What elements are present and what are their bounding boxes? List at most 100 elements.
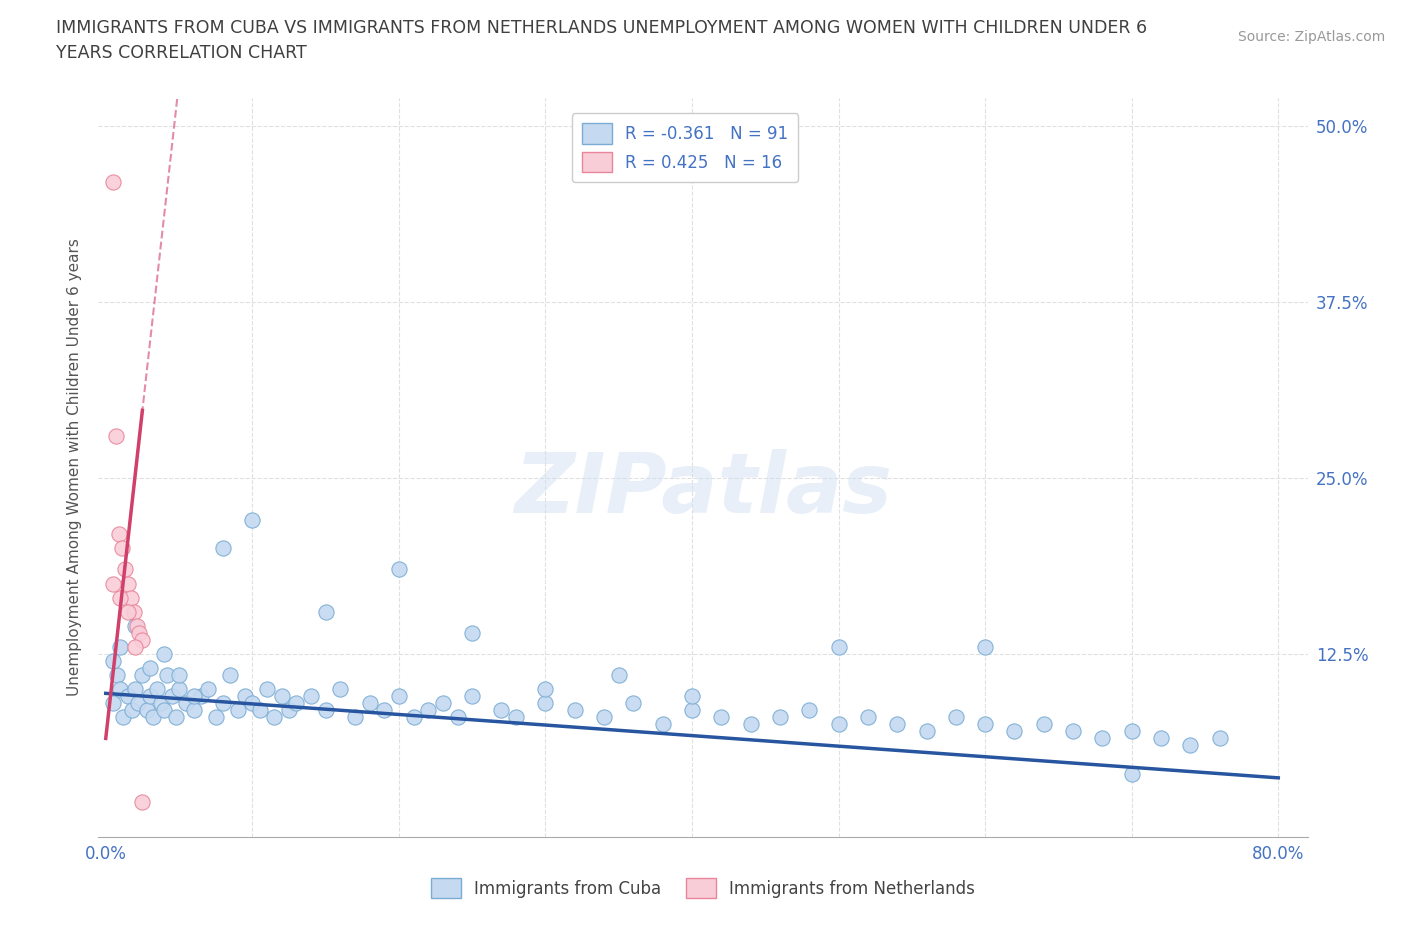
Point — [1121, 724, 1143, 738]
Point — [112, 710, 135, 724]
Point — [769, 710, 792, 724]
Point — [153, 646, 176, 661]
Point — [110, 682, 132, 697]
Point — [621, 696, 644, 711]
Point — [886, 717, 908, 732]
Point — [299, 689, 322, 704]
Legend: Immigrants from Cuba, Immigrants from Netherlands: Immigrants from Cuba, Immigrants from Ne… — [425, 871, 981, 905]
Point — [219, 668, 242, 683]
Point — [388, 689, 411, 704]
Point — [402, 710, 425, 724]
Point — [827, 640, 849, 655]
Point — [142, 710, 165, 724]
Point — [1062, 724, 1084, 738]
Point — [564, 703, 586, 718]
Point — [651, 717, 673, 732]
Point — [1091, 731, 1114, 746]
Point — [270, 689, 292, 704]
Point — [135, 703, 157, 718]
Point — [681, 689, 703, 704]
Point — [183, 689, 205, 704]
Point — [128, 625, 150, 640]
Point — [212, 541, 235, 556]
Point — [1032, 717, 1054, 732]
Point — [343, 710, 366, 724]
Point — [167, 682, 190, 697]
Point — [461, 689, 484, 704]
Point — [945, 710, 967, 724]
Point — [125, 618, 148, 633]
Point — [359, 696, 381, 711]
Point — [1208, 731, 1230, 746]
Point — [167, 668, 190, 683]
Point — [176, 696, 198, 711]
Point — [446, 710, 468, 724]
Point — [226, 703, 249, 718]
Point — [117, 689, 139, 704]
Point — [249, 703, 271, 718]
Point — [153, 703, 176, 718]
Point — [534, 696, 557, 711]
Point — [131, 794, 153, 809]
Point — [285, 696, 308, 711]
Point — [183, 703, 205, 718]
Point — [108, 526, 131, 541]
Point — [278, 703, 301, 718]
Point — [160, 689, 183, 704]
Point — [233, 689, 256, 704]
Point — [110, 591, 132, 605]
Point — [117, 576, 139, 591]
Point — [263, 710, 285, 724]
Point — [156, 668, 179, 683]
Point — [212, 696, 235, 711]
Text: ZIPatlas: ZIPatlas — [515, 449, 891, 530]
Point — [101, 576, 124, 591]
Point — [681, 703, 703, 718]
Point — [740, 717, 762, 732]
Point — [315, 703, 337, 718]
Point — [1004, 724, 1026, 738]
Point — [150, 696, 173, 711]
Point — [121, 703, 143, 718]
Point — [131, 668, 153, 683]
Point — [799, 703, 821, 718]
Point — [915, 724, 938, 738]
Point — [107, 668, 129, 683]
Point — [122, 604, 145, 619]
Point — [190, 689, 212, 704]
Point — [101, 175, 124, 190]
Point — [204, 710, 226, 724]
Y-axis label: Unemployment Among Women with Children Under 6 years: Unemployment Among Women with Children U… — [66, 238, 82, 697]
Point — [127, 696, 149, 711]
Point — [432, 696, 454, 711]
Point — [388, 562, 411, 577]
Point — [534, 682, 557, 697]
Point — [461, 625, 484, 640]
Point — [710, 710, 733, 724]
Point — [146, 682, 169, 697]
Point — [974, 717, 997, 732]
Point — [329, 682, 352, 697]
Point — [418, 703, 440, 718]
Text: IMMIGRANTS FROM CUBA VS IMMIGRANTS FROM NETHERLANDS UNEMPLOYMENT AMONG WOMEN WIT: IMMIGRANTS FROM CUBA VS IMMIGRANTS FROM … — [56, 19, 1147, 61]
Point — [1180, 738, 1202, 753]
Point — [124, 618, 146, 633]
Point — [240, 512, 263, 527]
Point — [974, 640, 997, 655]
Point — [827, 717, 849, 732]
Point — [593, 710, 616, 724]
Point — [111, 541, 134, 556]
Point — [607, 668, 630, 683]
Point — [105, 428, 128, 443]
Point — [856, 710, 879, 724]
Point — [138, 660, 160, 675]
Point — [1150, 731, 1173, 746]
Point — [124, 682, 146, 697]
Text: Source: ZipAtlas.com: Source: ZipAtlas.com — [1237, 30, 1385, 44]
Point — [256, 682, 278, 697]
Point — [101, 696, 124, 711]
Point — [110, 640, 132, 655]
Legend: R = -0.361   N = 91, R = 0.425   N = 16: R = -0.361 N = 91, R = 0.425 N = 16 — [572, 113, 799, 182]
Point — [101, 654, 124, 669]
Point — [124, 640, 146, 655]
